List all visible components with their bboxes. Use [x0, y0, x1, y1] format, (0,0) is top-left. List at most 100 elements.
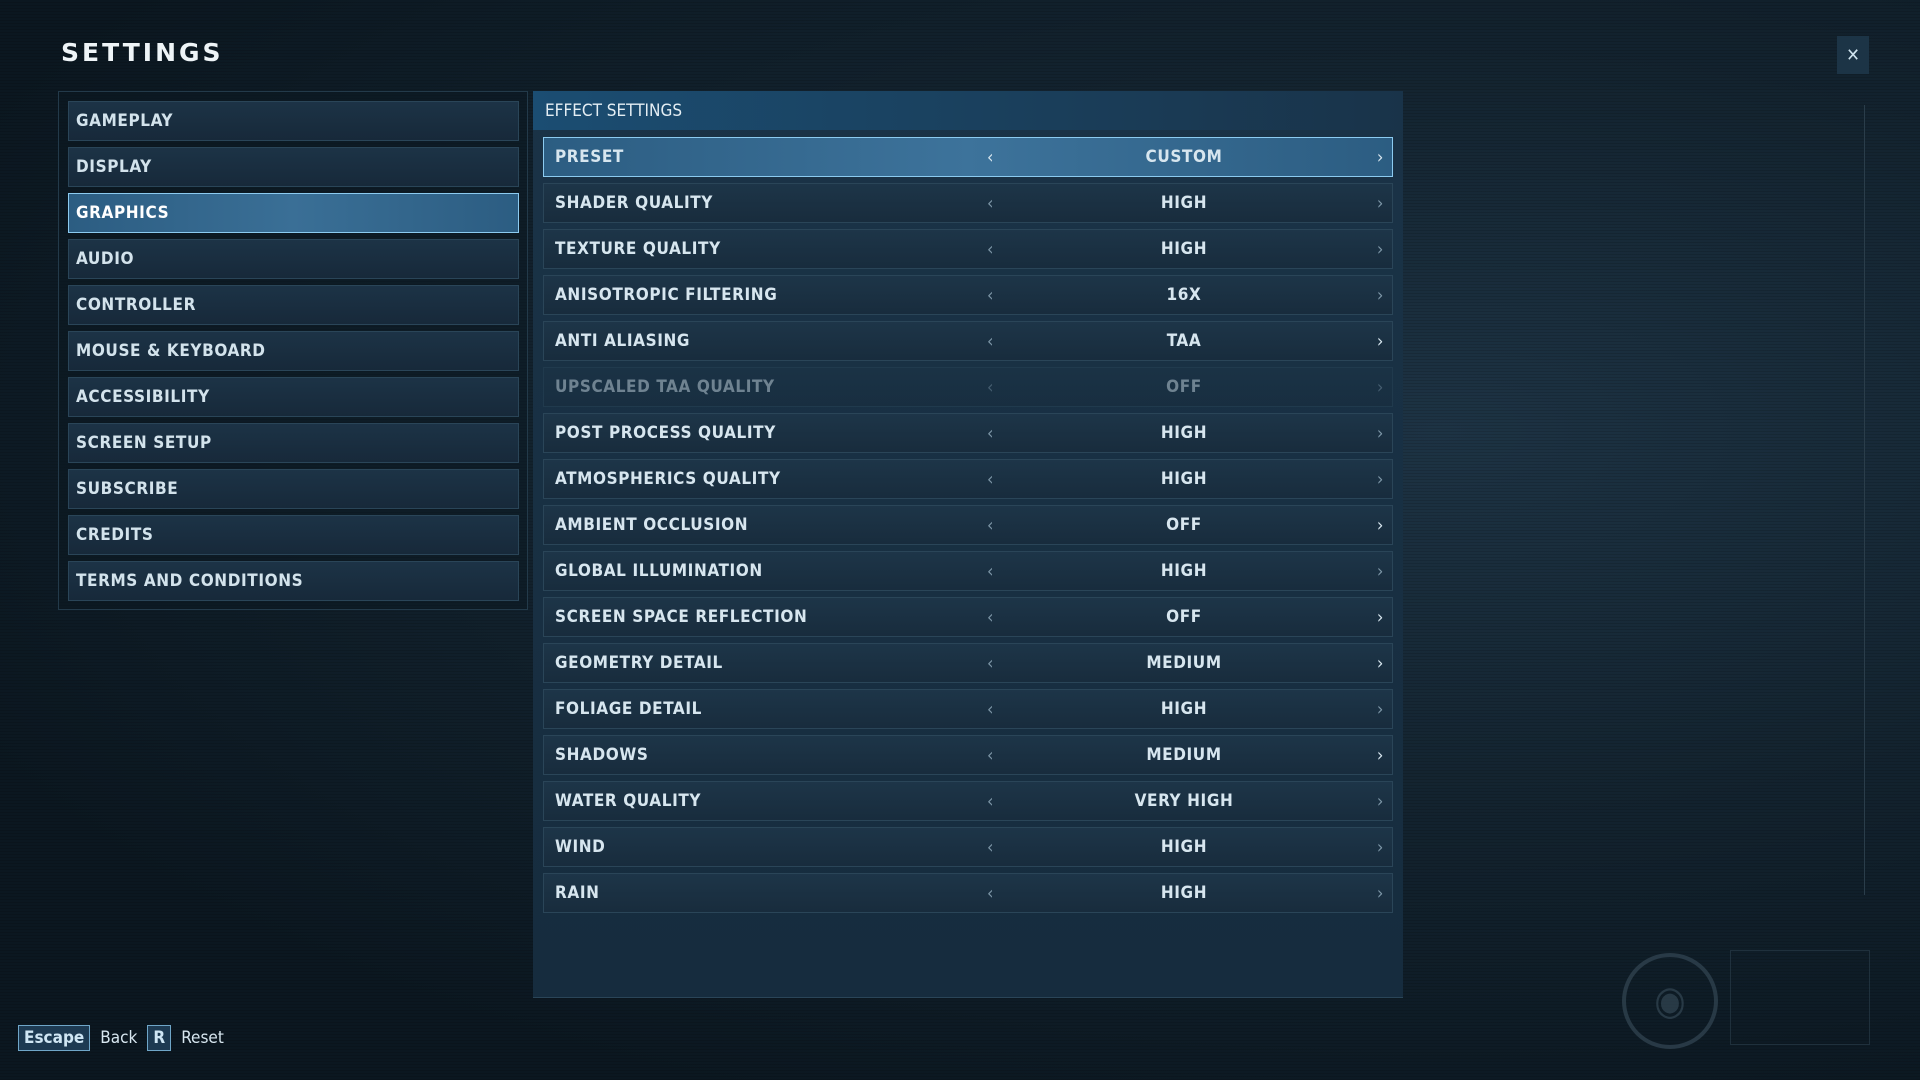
collapse-arrows-icon[interactable]: ✕ [1837, 36, 1869, 74]
effect-settings-panel: EFFECT SETTINGS PRESET ‹ CUSTOM › SHADER … [533, 91, 1403, 998]
page-title: SETTINGS [61, 38, 224, 67]
sidebar-item-terms-and-conditions[interactable]: TERMS AND CONDITIONS [68, 561, 519, 601]
setting-label: WIND [555, 837, 606, 857]
setting-label: GLOBAL ILLUMINATION [555, 561, 763, 581]
setting-row-post-process-quality[interactable]: POST PROCESS QUALITY ‹ HIGH › [543, 413, 1393, 453]
setting-row-foliage-detail[interactable]: FOLIAGE DETAIL ‹ HIGH › [543, 689, 1393, 729]
setting-value: HIGH [1160, 883, 1208, 903]
chevron-right-icon[interactable]: › [1376, 882, 1384, 904]
setting-row-anti-aliasing[interactable]: ANTI ALIASING ‹ TAA › [543, 321, 1393, 361]
sidebar-item-display[interactable]: DISPLAY [68, 147, 519, 187]
chevron-left-icon[interactable]: ‹ [987, 284, 995, 306]
setting-value: HIGH [1160, 193, 1208, 213]
setting-label: RAIN [555, 883, 600, 903]
chevron-right-icon[interactable]: › [1376, 238, 1384, 260]
setting-label: ANTI ALIASING [555, 331, 691, 351]
chevron-left-icon[interactable]: ‹ [987, 238, 995, 260]
chevron-right-icon[interactable]: › [1376, 468, 1384, 490]
reset-button[interactable]: Reset [181, 1028, 224, 1048]
setting-row-ambient-occlusion[interactable]: AMBIENT OCCLUSION ‹ OFF › [543, 505, 1393, 545]
chevron-right-icon[interactable]: › [1376, 422, 1384, 444]
setting-value: OFF [1166, 377, 1202, 397]
setting-label: WATER QUALITY [555, 791, 702, 811]
chevron-right-icon[interactable]: › [1376, 192, 1384, 214]
sidebar-item-screen-setup[interactable]: SCREEN SETUP [68, 423, 519, 463]
setting-row-upscaled-taa-quality[interactable]: UPSCALED TAA QUALITY ‹ OFF › [543, 367, 1393, 407]
setting-row-shadows[interactable]: SHADOWS ‹ MEDIUM › [543, 735, 1393, 775]
chevron-left-icon[interactable]: ‹ [987, 468, 995, 490]
setting-row-screen-space-reflection[interactable]: SCREEN SPACE REFLECTION ‹ OFF › [543, 597, 1393, 637]
setting-row-anisotropic-filtering[interactable]: ANISOTROPIC FILTERING ‹ 16X › [543, 275, 1393, 315]
sidebar-item-audio[interactable]: AUDIO [68, 239, 519, 279]
setting-value: CUSTOM [1145, 147, 1223, 167]
setting-label: SHADER QUALITY [555, 193, 713, 213]
chevron-left-icon[interactable]: ‹ [987, 192, 995, 214]
setting-value: MEDIUM [1146, 653, 1222, 673]
chevron-left-icon[interactable]: ‹ [987, 744, 995, 766]
settings-category-nav: GAMEPLAY DISPLAY GRAPHICS AUDIO CONTROLLER MO… [58, 91, 528, 610]
chevron-right-icon[interactable]: › [1376, 146, 1384, 168]
chevron-left-icon[interactable]: ‹ [987, 652, 995, 674]
sidebar-item-subscribe[interactable]: SUBSCRIBE [68, 469, 519, 509]
decorative-divider [1864, 105, 1865, 895]
chevron-right-icon[interactable]: › [1376, 376, 1384, 398]
setting-row-water-quality[interactable]: WATER QUALITY ‹ VERY HIGH › [543, 781, 1393, 821]
setting-value: HIGH [1160, 561, 1208, 581]
setting-row-rain[interactable]: RAIN ‹ HIGH › [543, 873, 1393, 913]
setting-label: ANISOTROPIC FILTERING [555, 285, 778, 305]
chevron-left-icon[interactable]: ‹ [987, 698, 995, 720]
setting-label: FOLIAGE DETAIL [555, 699, 702, 719]
sidebar-item-credits[interactable]: CREDITS [68, 515, 519, 555]
sidebar-item-mouse-keyboard[interactable]: MOUSE & KEYBOARD [68, 331, 519, 371]
sidebar-item-gameplay[interactable]: GAMEPLAY [68, 101, 519, 141]
chevron-left-icon[interactable]: ‹ [987, 882, 995, 904]
setting-label: AMBIENT OCCLUSION [555, 515, 749, 535]
chevron-right-icon[interactable]: › [1376, 790, 1384, 812]
chevron-right-icon[interactable]: › [1376, 698, 1384, 720]
chevron-right-icon[interactable]: › [1376, 744, 1384, 766]
setting-row-preset[interactable]: PRESET ‹ CUSTOM › [543, 137, 1393, 177]
setting-label: SCREEN SPACE REFLECTION [555, 607, 808, 627]
setting-label: TEXTURE QUALITY [555, 239, 721, 259]
chevron-left-icon[interactable]: ‹ [987, 790, 995, 812]
panel-title: EFFECT SETTINGS [533, 91, 1403, 130]
footer-hints: Escape Back R Reset [18, 1025, 224, 1051]
setting-label: ATMOSPHERICS QUALITY [555, 469, 781, 489]
setting-row-shader-quality[interactable]: SHADER QUALITY ‹ HIGH › [543, 183, 1393, 223]
setting-row-wind[interactable]: WIND ‹ HIGH › [543, 827, 1393, 867]
dinosaur-logo-icon: ◉ [1622, 953, 1718, 1049]
setting-value: HIGH [1160, 837, 1208, 857]
setting-label: PRESET [555, 147, 624, 167]
back-button[interactable]: Back [100, 1028, 138, 1048]
r-key-hint[interactable]: R [147, 1025, 172, 1051]
chevron-right-icon[interactable]: › [1376, 330, 1384, 352]
chevron-left-icon[interactable]: ‹ [987, 330, 995, 352]
setting-row-geometry-detail[interactable]: GEOMETRY DETAIL ‹ MEDIUM › [543, 643, 1393, 683]
setting-label: GEOMETRY DETAIL [555, 653, 723, 673]
chevron-left-icon[interactable]: ‹ [987, 146, 995, 168]
chevron-left-icon[interactable]: ‹ [987, 514, 995, 536]
chevron-right-icon[interactable]: › [1376, 560, 1384, 582]
chevron-left-icon[interactable]: ‹ [987, 606, 995, 628]
setting-value: HIGH [1160, 469, 1208, 489]
setting-row-global-illumination[interactable]: GLOBAL ILLUMINATION ‹ HIGH › [543, 551, 1393, 591]
setting-value: HIGH [1160, 423, 1208, 443]
chevron-right-icon[interactable]: › [1376, 284, 1384, 306]
setting-row-texture-quality[interactable]: TEXTURE QUALITY ‹ HIGH › [543, 229, 1393, 269]
setting-row-atmospherics-quality[interactable]: ATMOSPHERICS QUALITY ‹ HIGH › [543, 459, 1393, 499]
chevron-right-icon[interactable]: › [1376, 652, 1384, 674]
chevron-left-icon[interactable]: ‹ [987, 376, 995, 398]
chevron-right-icon[interactable]: › [1376, 514, 1384, 536]
escape-key-hint[interactable]: Escape [18, 1025, 91, 1051]
chevron-left-icon[interactable]: ‹ [987, 422, 995, 444]
chevron-left-icon[interactable]: ‹ [987, 560, 995, 582]
chevron-left-icon[interactable]: ‹ [987, 836, 995, 858]
sidebar-item-graphics[interactable]: GRAPHICS [68, 193, 519, 233]
setting-label: SHADOWS [555, 745, 649, 765]
sidebar-item-controller[interactable]: CONTROLLER [68, 285, 519, 325]
setting-label: POST PROCESS QUALITY [555, 423, 776, 443]
sidebar-item-accessibility[interactable]: ACCESSIBILITY [68, 377, 519, 417]
setting-value: OFF [1166, 607, 1202, 627]
chevron-right-icon[interactable]: › [1376, 836, 1384, 858]
chevron-right-icon[interactable]: › [1376, 606, 1384, 628]
